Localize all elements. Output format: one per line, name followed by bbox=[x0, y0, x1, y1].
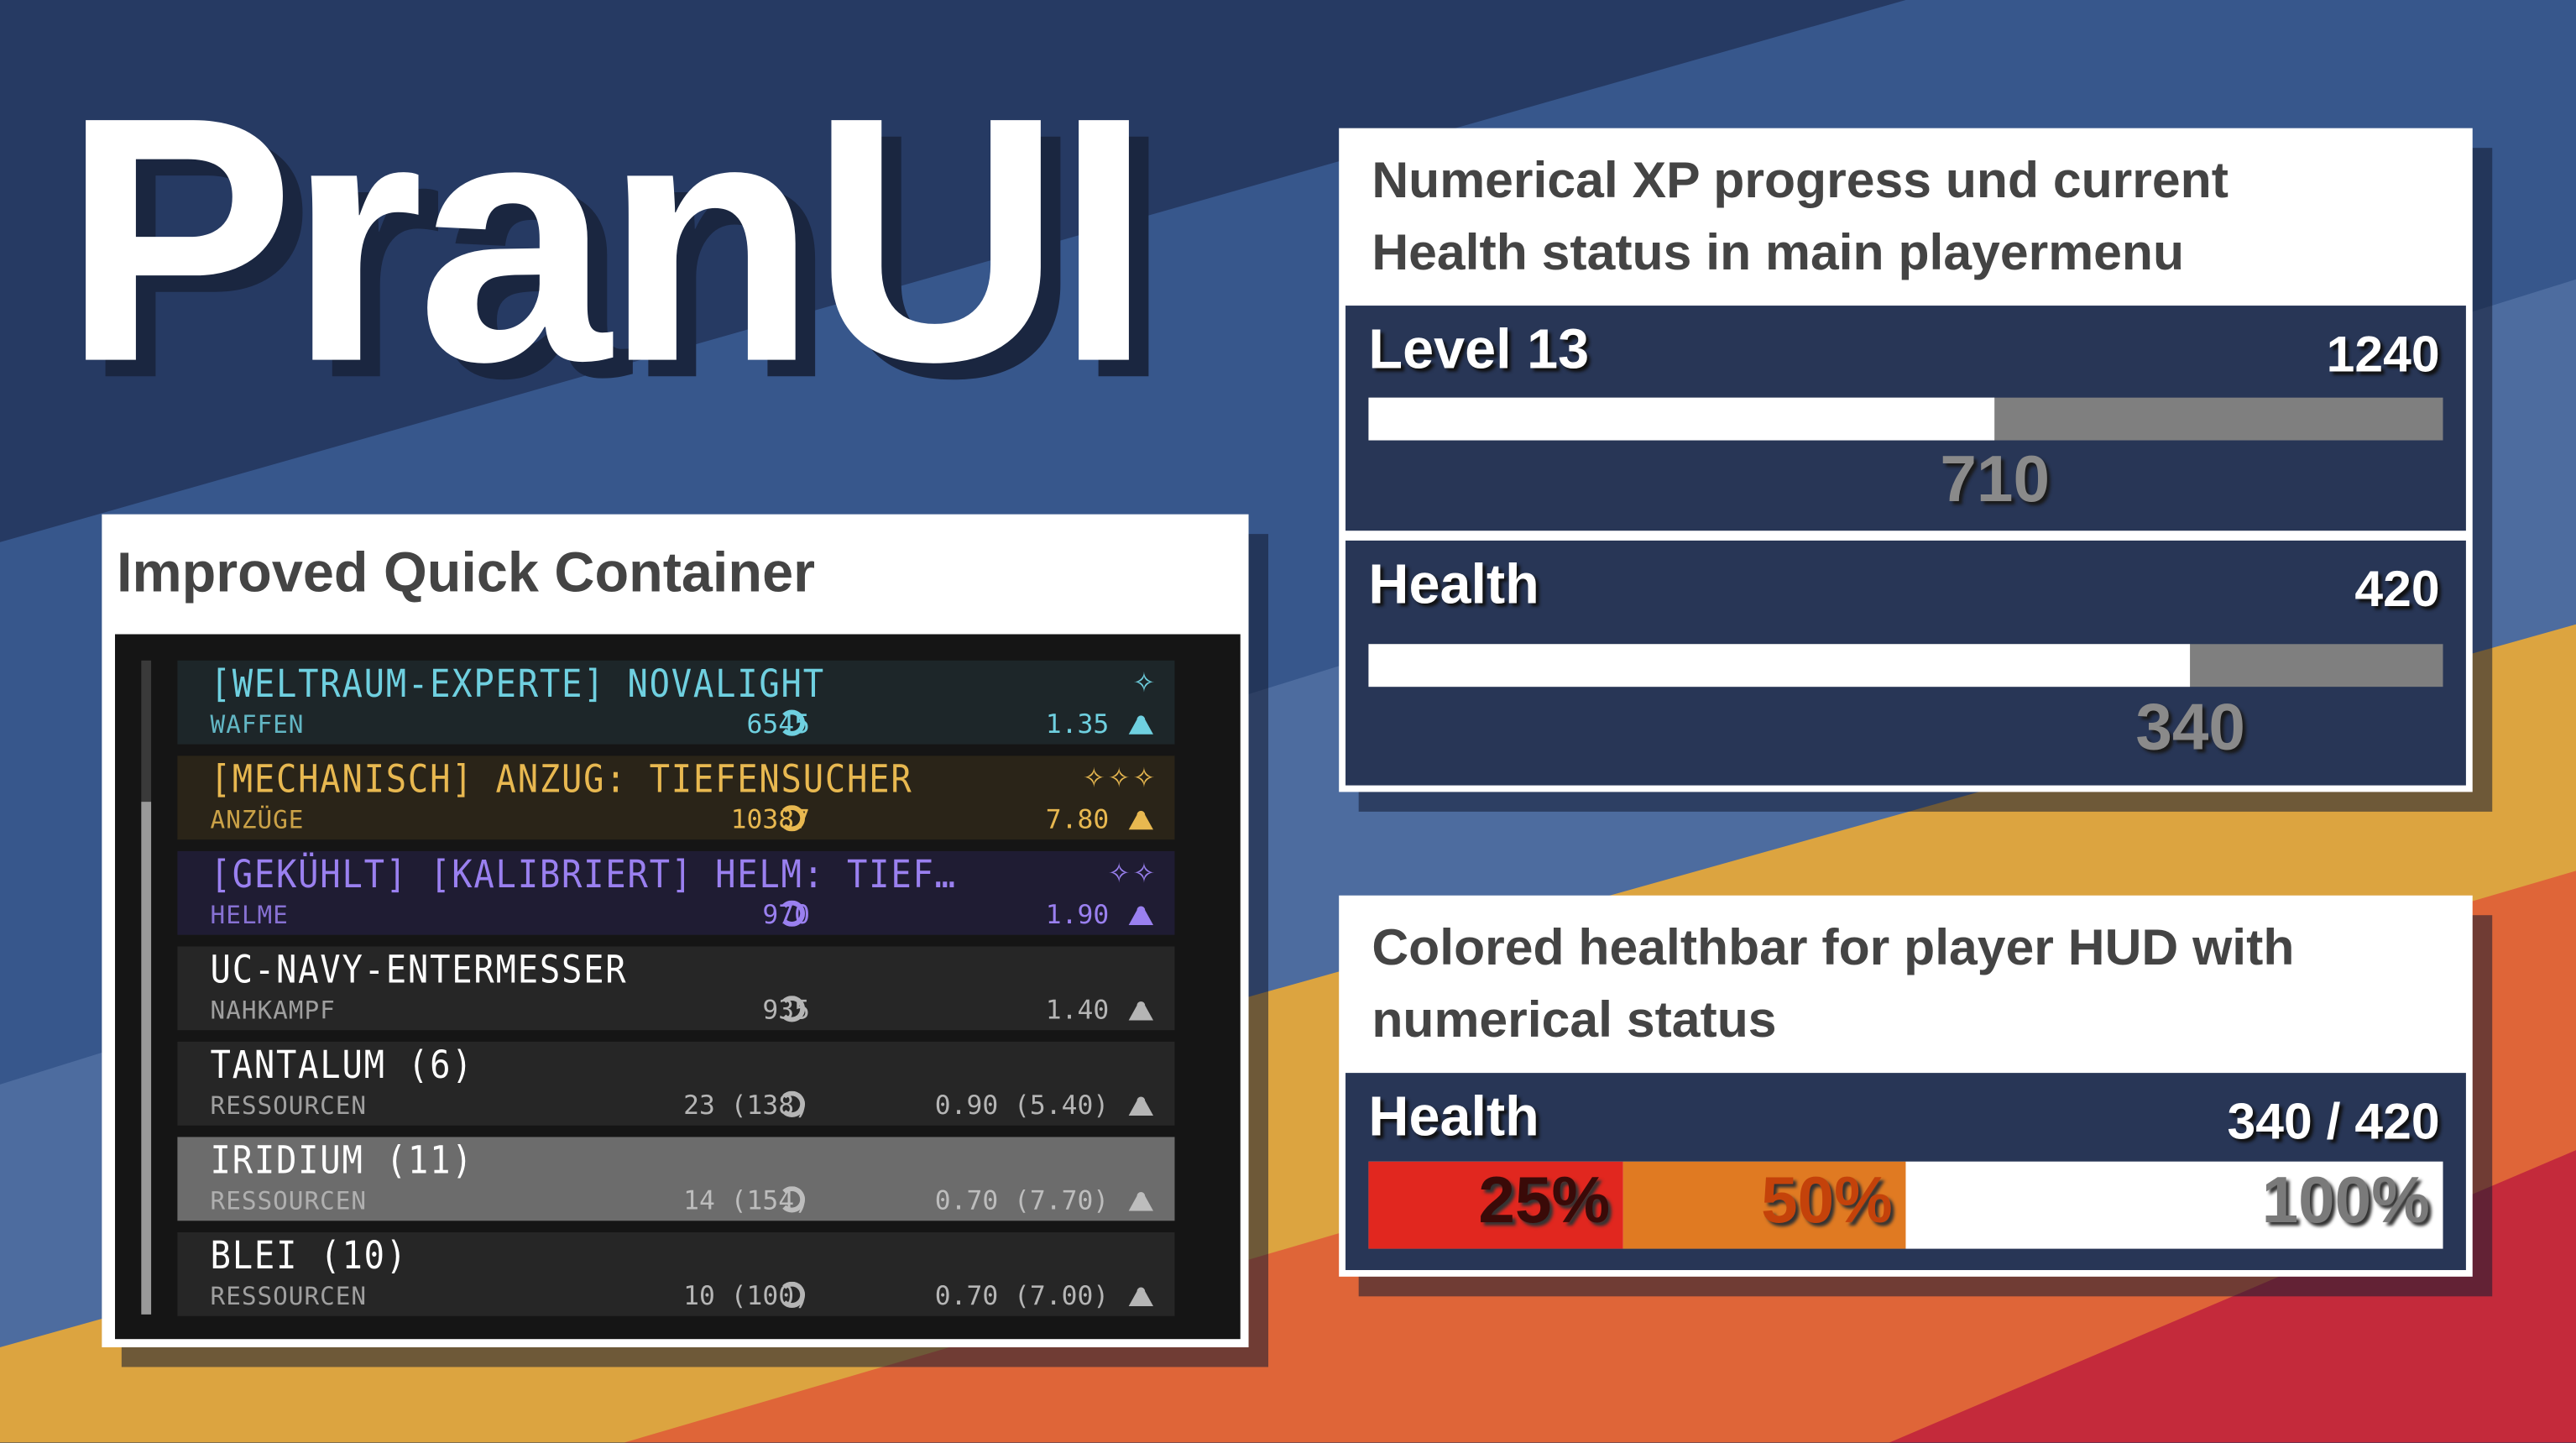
xp-current: 710 bbox=[1940, 443, 2051, 516]
item-category: RESSOURCEN bbox=[210, 1090, 368, 1121]
health-segment: 25% bbox=[1368, 1161, 1623, 1249]
list-item[interactable]: [MECHANISCH] ANZUG: TIEFENSUCHER ✧✧✧ ANZÜG… bbox=[177, 755, 1175, 840]
hud-health-bar: 25% 50% 100% bbox=[1368, 1161, 2443, 1249]
panel-title: Numerical XP progress und current Health … bbox=[1372, 144, 2229, 289]
item-weight: 0.70 (7.00) bbox=[934, 1279, 1110, 1311]
item-name: BLEI (10) bbox=[210, 1235, 408, 1278]
list-item[interactable]: UC-NAVY-ENTERMESSER NAHKAMPF 935 1.40 bbox=[177, 946, 1175, 1031]
item-name: [GEKÜHLT] [KALIBRIERT] HELM: TIEF… bbox=[210, 854, 957, 897]
item-weight: 1.35 bbox=[1045, 708, 1110, 740]
health-segment: 100% bbox=[1905, 1161, 2443, 1249]
health-section: Health 420 340 bbox=[1345, 540, 2466, 786]
level-section: Level 13 1240 710 bbox=[1345, 306, 2466, 531]
panel-title: Improved Quick Container bbox=[116, 541, 816, 605]
item-category: RESSOURCEN bbox=[210, 1186, 368, 1216]
segment-percent-label: 25% bbox=[1478, 1164, 1611, 1237]
hud-health-section: Health 340 / 420 25% 50% 100% bbox=[1345, 1073, 2466, 1270]
item-weight: 0.70 (7.70) bbox=[934, 1184, 1110, 1216]
item-category: NAHKAMPF bbox=[210, 996, 336, 1026]
list-item[interactable]: BLEI (10) RESSOURCEN 10 (100) 0.70 (7.00) bbox=[177, 1231, 1175, 1316]
list-item[interactable]: TANTALUM (6) RESSOURCEN 23 (138) 0.90 (5.40… bbox=[177, 1041, 1175, 1126]
list-item[interactable]: [WELTRAUM-EXPERTE] NOVALIGHT ✧ WAFFEN 6545 1… bbox=[177, 660, 1175, 745]
rarity-stars-icon: ✧✧✧ bbox=[1083, 755, 1158, 797]
scrollbar[interactable] bbox=[141, 660, 152, 1315]
item-weight: 7.80 bbox=[1045, 803, 1110, 835]
title-line-1: Numerical XP progress und current bbox=[1372, 151, 2229, 209]
quick-container-panel: Improved Quick Container [WELTRAUM-EXPER… bbox=[102, 514, 1249, 1347]
health-current: 340 bbox=[2135, 692, 2245, 765]
item-name: [MECHANISCH] ANZUG: TIEFENSUCHER bbox=[210, 759, 913, 803]
credits-icon bbox=[778, 1281, 806, 1309]
panel-title: Colored healthbar for player HUD with num… bbox=[1372, 912, 2294, 1056]
level-label: Level 13 bbox=[1368, 318, 1590, 382]
app-logo-title: PranUI bbox=[62, 44, 1152, 434]
segment-percent-label: 100% bbox=[2261, 1164, 2430, 1237]
xp-max: 1240 bbox=[2326, 325, 2440, 384]
health-segment: 50% bbox=[1622, 1161, 1906, 1249]
weight-icon bbox=[1128, 1287, 1154, 1307]
item-category: WAFFEN bbox=[210, 709, 305, 740]
weight-icon bbox=[1128, 906, 1154, 925]
title-line-2: Health status in main playermenu bbox=[1372, 223, 2185, 281]
item-weight: 0.90 (5.40) bbox=[934, 1089, 1110, 1121]
item-category: ANZÜGE bbox=[210, 805, 305, 835]
item-weight: 1.40 bbox=[1045, 994, 1110, 1026]
credits-icon bbox=[778, 805, 806, 832]
hud-health-status: 340 / 420 bbox=[2227, 1092, 2440, 1151]
weight-icon bbox=[1128, 810, 1154, 830]
item-name: UC-NAVY-ENTERMESSER bbox=[210, 949, 628, 993]
xp-health-panel: Numerical XP progress und current Health … bbox=[1339, 128, 2473, 792]
rarity-stars-icon: ✧✧ bbox=[1108, 850, 1158, 892]
scrollbar-thumb[interactable] bbox=[141, 802, 152, 1315]
hud-health-label: Health bbox=[1368, 1085, 1539, 1149]
credits-icon bbox=[778, 900, 806, 927]
item-list: [WELTRAUM-EXPERTE] NOVALIGHT ✧ WAFFEN 6545 1… bbox=[115, 634, 1241, 1340]
item-category: RESSOURCEN bbox=[210, 1281, 368, 1311]
health-bar-fill bbox=[1368, 644, 2191, 688]
title-line-1: Colored healthbar for player HUD with bbox=[1372, 918, 2295, 976]
credits-icon bbox=[778, 996, 806, 1022]
item-weight: 1.90 bbox=[1045, 898, 1110, 930]
weight-icon bbox=[1128, 1001, 1154, 1021]
list-item[interactable]: IRIDIUM (11) RESSOURCEN 14 (154) 0.70 (7.70… bbox=[177, 1137, 1175, 1221]
credits-icon bbox=[778, 1090, 806, 1117]
list-item[interactable]: [GEKÜHLT] [KALIBRIERT] HELM: TIEF… ✧✧ HELM… bbox=[177, 850, 1175, 935]
segment-percent-label: 50% bbox=[1761, 1164, 1893, 1237]
item-name: TANTALUM (6) bbox=[210, 1044, 474, 1088]
credits-icon bbox=[778, 709, 806, 736]
rarity-stars-icon: ✧ bbox=[1133, 660, 1158, 702]
health-label: Health bbox=[1368, 553, 1539, 616]
weight-icon bbox=[1128, 1192, 1154, 1211]
item-name: [WELTRAUM-EXPERTE] NOVALIGHT bbox=[210, 663, 825, 707]
health-max: 420 bbox=[2354, 560, 2440, 618]
hud-healthbar-panel: Colored healthbar for player HUD with num… bbox=[1339, 895, 2473, 1277]
health-bar bbox=[1368, 644, 2443, 688]
weight-icon bbox=[1128, 1096, 1154, 1116]
item-category: HELME bbox=[210, 900, 289, 930]
credits-icon bbox=[778, 1186, 806, 1213]
title-line-2: numerical status bbox=[1372, 991, 1777, 1048]
weight-icon bbox=[1128, 715, 1154, 735]
xp-bar bbox=[1368, 397, 2443, 441]
item-name: IRIDIUM (11) bbox=[210, 1140, 474, 1184]
xp-bar-fill bbox=[1368, 397, 1995, 441]
